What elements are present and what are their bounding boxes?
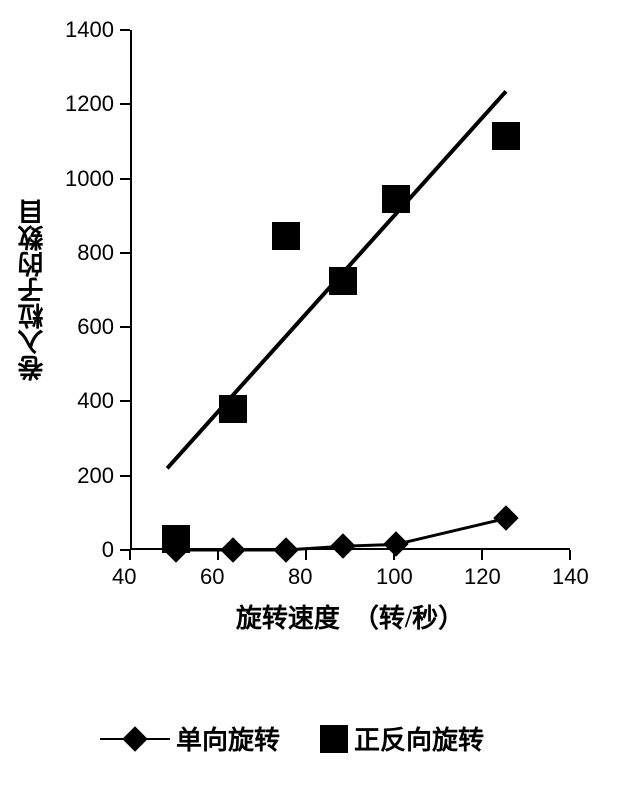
chart-container: 卷入粒子的数目 旋转速度 （转/秒） 单向旋转 正反向旋转 0 200 400 600…: [0, 0, 633, 800]
x-tick: [393, 550, 395, 560]
square-marker: [329, 267, 357, 295]
y-axis-label: 卷入粒子的数目: [14, 180, 51, 400]
x-tick-label: 80: [288, 564, 312, 590]
square-marker: [382, 185, 410, 213]
square-marker: [272, 222, 300, 250]
x-axis-label: 旋转速度 （转/秒）: [130, 598, 570, 635]
x-tick: [305, 550, 307, 560]
legend-label: 正反向旋转: [354, 720, 484, 757]
x-tick: [217, 550, 219, 560]
legend-label: 单向旋转: [176, 720, 280, 757]
x-tick: [129, 550, 131, 560]
x-tick-label: 60: [200, 564, 224, 590]
y-tick-label: 1200: [65, 91, 114, 117]
y-tick-label: 200: [77, 463, 114, 489]
y-tick-label: 1400: [65, 17, 114, 43]
square-icon: [320, 725, 348, 753]
square-marker: [492, 122, 520, 150]
y-tick: [120, 178, 130, 180]
legend-line-marker: [100, 738, 170, 740]
x-tick: [569, 550, 571, 560]
plot-area: [130, 30, 570, 550]
diamond-icon: [122, 726, 147, 751]
y-tick: [120, 475, 130, 477]
y-tick-label: 1000: [65, 166, 114, 192]
y-tick-label: 600: [77, 314, 114, 340]
y-tick: [120, 326, 130, 328]
x-tick: [481, 550, 483, 560]
y-tick: [120, 103, 130, 105]
x-tick-label: 100: [376, 564, 413, 590]
y-tick: [120, 400, 130, 402]
square-marker: [162, 525, 190, 553]
x-tick-label: 120: [464, 564, 501, 590]
y-tick-label: 0: [102, 537, 114, 563]
legend-item-bidirectional: 正反向旋转: [320, 720, 484, 757]
y-tick: [120, 29, 130, 31]
y-tick-label: 400: [77, 388, 114, 414]
legend: 单向旋转 正反向旋转: [100, 720, 484, 757]
y-tick: [120, 252, 130, 254]
y-tick-label: 800: [77, 240, 114, 266]
square-marker: [219, 395, 247, 423]
legend-item-unidirectional: 单向旋转: [100, 720, 280, 757]
x-tick-label: 40: [112, 564, 136, 590]
x-tick-label: 140: [552, 564, 589, 590]
